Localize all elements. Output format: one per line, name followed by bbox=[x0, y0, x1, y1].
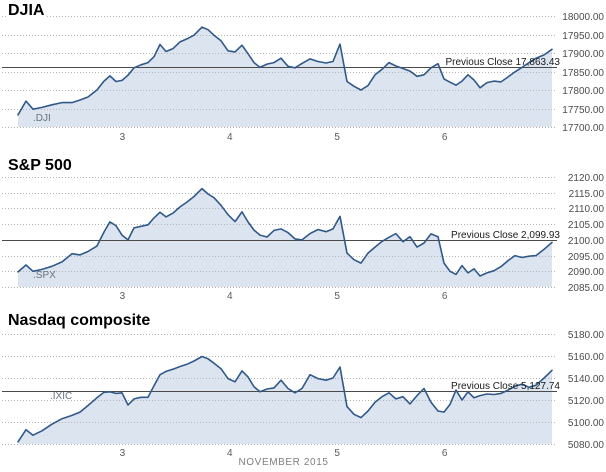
chart-title-sp500: S&P 500 bbox=[8, 156, 75, 176]
ticker-label: .IXIC bbox=[50, 391, 72, 402]
price-line bbox=[17, 187, 553, 277]
chart-plot-djia: 18000.00 17950.00 17900.00 17850.00 17800.00… bbox=[2, 12, 604, 143]
y-axis-tick-label: 5180.00 bbox=[568, 330, 605, 341]
x-axis-tick-label: 6 bbox=[442, 448, 448, 459]
chart-panel-nasdaq: Nasdaq composite 5180.00 5160.00 5140.00 51… bbox=[0, 310, 606, 462]
y-axis-tick-label: 2105.00 bbox=[568, 220, 605, 231]
x-axis-tick-label: 6 bbox=[442, 132, 448, 143]
y-axis-tick-label: 2095.00 bbox=[568, 252, 605, 263]
chart-panel-djia: DJIA 18000.00 17950.00 17900.00 17850.00 178… bbox=[0, 0, 606, 152]
chart-title-djia: DJIA bbox=[8, 1, 48, 21]
x-axis-tick-label: 4 bbox=[227, 291, 233, 302]
y-axis-tick-label: 5080.00 bbox=[568, 440, 605, 451]
y-axis-tick-label: 2120.00 bbox=[568, 173, 605, 184]
previous-close-annotation: Previous Close 17,863.43 bbox=[445, 57, 560, 68]
y-axis-tick-label: 2100.00 bbox=[568, 236, 605, 247]
y-axis-tick-label: 5160.00 bbox=[568, 352, 605, 363]
x-axis-month-label: NOVEMBER 2015 bbox=[238, 457, 329, 468]
price-line bbox=[17, 355, 553, 443]
y-axis-tick-label: 17750.00 bbox=[562, 105, 604, 116]
previous-close-annotation: Previous Close 5,127.74 bbox=[451, 381, 560, 392]
chart-panel-sp500: S&P 500 2120.00 2115.00 2110.00 2105.00 2100… bbox=[0, 155, 606, 307]
x-axis-tick-label: 3 bbox=[120, 448, 126, 459]
chart-title-nasdaq: Nasdaq composite bbox=[8, 311, 154, 331]
y-axis-tick-label: 17950.00 bbox=[562, 31, 604, 42]
y-axis-tick-label: 5120.00 bbox=[568, 396, 605, 407]
y-axis-tick-label: 17900.00 bbox=[562, 49, 604, 60]
y-axis-tick-label: 17850.00 bbox=[562, 68, 604, 79]
ticker-label: .SPX bbox=[33, 270, 56, 281]
y-axis-tick-label: 2090.00 bbox=[568, 267, 605, 278]
ticker-label: .DJI bbox=[33, 113, 51, 124]
x-axis-tick-label: 3 bbox=[120, 291, 126, 302]
chart-plot-nasdaq: 5180.00 5160.00 5140.00 5120.00 5100.00 5080.… bbox=[2, 330, 605, 459]
y-axis-tick-label: 17700.00 bbox=[562, 123, 604, 134]
x-axis-tick-label: 4 bbox=[227, 132, 233, 143]
y-axis-tick-label: 5140.00 bbox=[568, 374, 605, 385]
y-axis-tick-label: 2085.00 bbox=[568, 283, 605, 294]
y-axis-tick-label: 18000.00 bbox=[562, 12, 604, 23]
x-axis-tick-label: 5 bbox=[334, 448, 340, 459]
y-axis-tick-label: 5100.00 bbox=[568, 418, 605, 429]
area-fill bbox=[18, 27, 552, 128]
x-axis-tick-label: 5 bbox=[334, 291, 340, 302]
y-axis-tick-label: 2110.00 bbox=[569, 204, 605, 215]
chart-plot-sp500: 2120.00 2115.00 2110.00 2105.00 2100.00 2095.… bbox=[2, 173, 605, 302]
y-axis-tick-label: 2115.00 bbox=[569, 189, 605, 200]
x-axis-tick-label: 4 bbox=[227, 448, 233, 459]
x-axis-tick-label: 3 bbox=[120, 132, 126, 143]
area-fill bbox=[18, 188, 552, 287]
price-line bbox=[17, 26, 553, 116]
x-axis-tick-label: 5 bbox=[334, 132, 340, 143]
previous-close-annotation: Previous Close 2,099.93 bbox=[451, 230, 560, 241]
y-axis-tick-label: 17800.00 bbox=[562, 86, 604, 97]
x-axis-tick-label: 6 bbox=[442, 291, 448, 302]
